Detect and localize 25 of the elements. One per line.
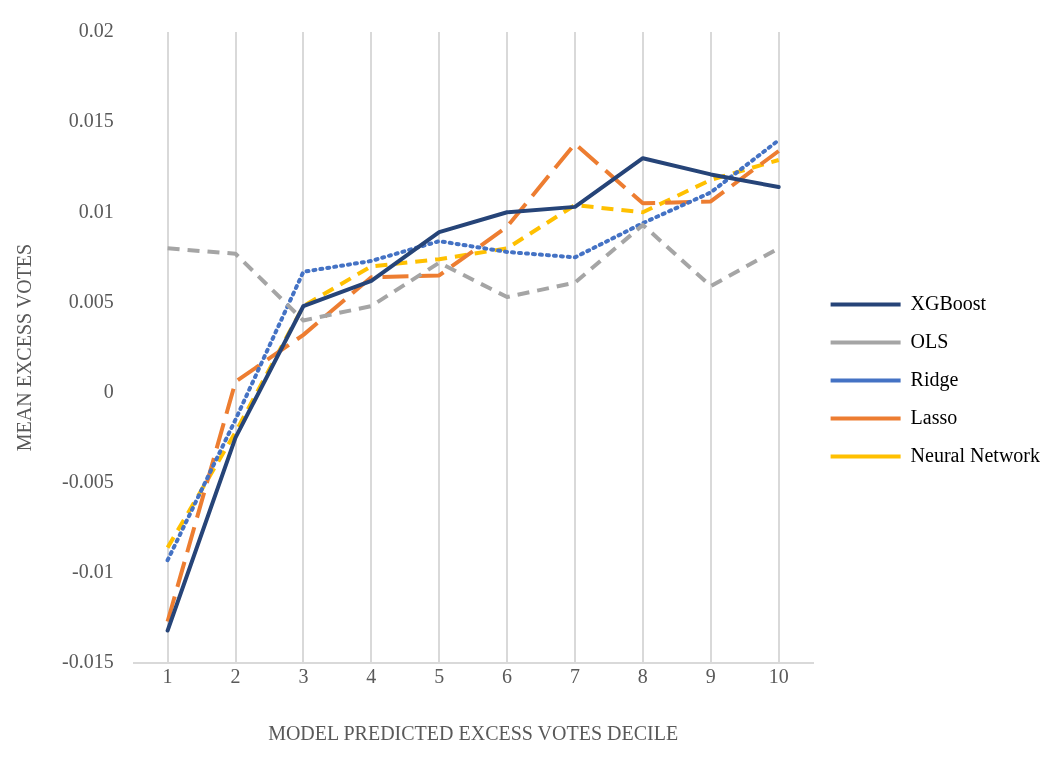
x-tick-label: 4: [366, 665, 377, 688]
legend-label: OLS: [910, 329, 949, 352]
y-tick-label: -0.005: [61, 469, 114, 492]
y-tick-label: -0.015: [61, 650, 114, 673]
x-tick-label: 9: [705, 665, 716, 688]
x-tick-label: 6: [502, 665, 513, 688]
y-tick-label: 0.015: [68, 109, 114, 132]
y-tick-label: -0.01: [71, 560, 114, 583]
x-tick-label: 8: [637, 665, 648, 688]
y-tick-label: 0.005: [68, 289, 114, 312]
x-tick-label: 1: [162, 665, 173, 688]
legend-label: Ridge: [910, 367, 959, 391]
x-tick-label: 3: [298, 665, 309, 688]
y-tick-label: 0.01: [78, 199, 114, 222]
x-axis-title: MODEL PREDICTED EXCESS VOTES DECILE: [268, 722, 679, 745]
x-tick-label: 7: [569, 665, 580, 688]
y-tick-label: 0.02: [78, 19, 114, 42]
y-tick-label: 0: [103, 379, 114, 402]
x-tick-label: 5: [434, 665, 445, 688]
legend-label: Neural Network: [910, 443, 1041, 466]
y-axis-title: MEAN EXCESS VOTES: [13, 243, 36, 452]
legend-label: XGBoost: [910, 291, 987, 314]
legend-label: Lasso: [910, 405, 958, 428]
x-tick-label: 10: [768, 665, 789, 688]
x-tick-label: 2: [230, 665, 241, 688]
